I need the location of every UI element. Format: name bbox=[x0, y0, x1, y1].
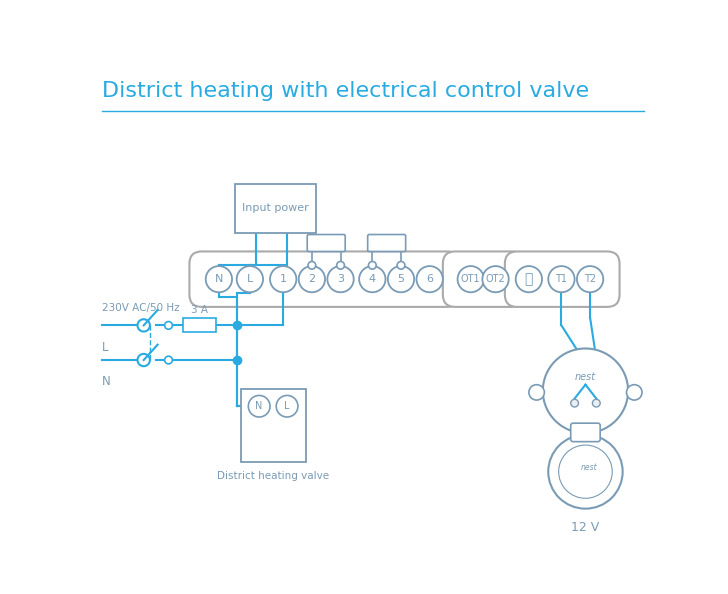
Text: District heating valve: District heating valve bbox=[217, 471, 329, 481]
Circle shape bbox=[593, 399, 600, 407]
Circle shape bbox=[336, 261, 344, 269]
Text: OT1: OT1 bbox=[461, 274, 480, 284]
Circle shape bbox=[308, 261, 316, 269]
Circle shape bbox=[543, 349, 628, 433]
Circle shape bbox=[165, 356, 173, 364]
Circle shape bbox=[577, 266, 604, 292]
Circle shape bbox=[165, 321, 173, 329]
Circle shape bbox=[270, 266, 296, 292]
Circle shape bbox=[276, 396, 298, 417]
Text: 6: 6 bbox=[426, 274, 433, 284]
Circle shape bbox=[138, 354, 150, 366]
Text: ⊣: ⊣ bbox=[515, 275, 524, 285]
Text: L: L bbox=[285, 401, 290, 411]
Circle shape bbox=[515, 266, 542, 292]
FancyBboxPatch shape bbox=[443, 251, 524, 307]
FancyBboxPatch shape bbox=[505, 251, 620, 307]
Circle shape bbox=[548, 435, 622, 508]
Text: ⏚: ⏚ bbox=[525, 272, 533, 286]
Text: N: N bbox=[215, 274, 223, 284]
Text: 4: 4 bbox=[369, 274, 376, 284]
Text: 12 V: 12 V bbox=[571, 521, 600, 534]
Circle shape bbox=[388, 266, 414, 292]
Text: District heating with electrical control valve: District heating with electrical control… bbox=[102, 81, 589, 100]
Text: 230V AC/50 Hz: 230V AC/50 Hz bbox=[102, 304, 180, 314]
Text: 1: 1 bbox=[280, 274, 287, 284]
Text: 3 A: 3 A bbox=[191, 305, 208, 315]
Circle shape bbox=[368, 261, 376, 269]
Circle shape bbox=[397, 261, 405, 269]
Circle shape bbox=[483, 266, 509, 292]
Text: Input power: Input power bbox=[242, 203, 309, 213]
Text: T2: T2 bbox=[584, 274, 596, 284]
Text: N: N bbox=[102, 375, 111, 388]
Circle shape bbox=[416, 266, 443, 292]
FancyBboxPatch shape bbox=[571, 423, 600, 442]
Circle shape bbox=[298, 266, 325, 292]
Circle shape bbox=[248, 396, 270, 417]
Text: 3: 3 bbox=[337, 274, 344, 284]
FancyBboxPatch shape bbox=[189, 251, 460, 307]
Text: T1: T1 bbox=[555, 274, 567, 284]
Text: OT2: OT2 bbox=[486, 274, 505, 284]
FancyBboxPatch shape bbox=[240, 389, 306, 462]
FancyBboxPatch shape bbox=[235, 184, 316, 233]
FancyBboxPatch shape bbox=[307, 235, 345, 251]
Circle shape bbox=[458, 266, 484, 292]
Circle shape bbox=[548, 266, 574, 292]
Circle shape bbox=[529, 385, 545, 400]
Circle shape bbox=[558, 445, 612, 498]
Text: 2: 2 bbox=[309, 274, 315, 284]
Circle shape bbox=[237, 266, 263, 292]
Text: L: L bbox=[247, 274, 253, 284]
Circle shape bbox=[571, 399, 579, 407]
FancyBboxPatch shape bbox=[183, 318, 215, 332]
Circle shape bbox=[359, 266, 386, 292]
Circle shape bbox=[328, 266, 354, 292]
Circle shape bbox=[138, 319, 150, 331]
FancyBboxPatch shape bbox=[368, 235, 405, 251]
Circle shape bbox=[206, 266, 232, 292]
Text: N: N bbox=[256, 401, 263, 411]
Text: 5: 5 bbox=[397, 274, 405, 284]
Circle shape bbox=[627, 385, 642, 400]
Text: nest: nest bbox=[581, 463, 598, 472]
Text: nest: nest bbox=[575, 372, 596, 382]
Text: L: L bbox=[102, 341, 108, 354]
